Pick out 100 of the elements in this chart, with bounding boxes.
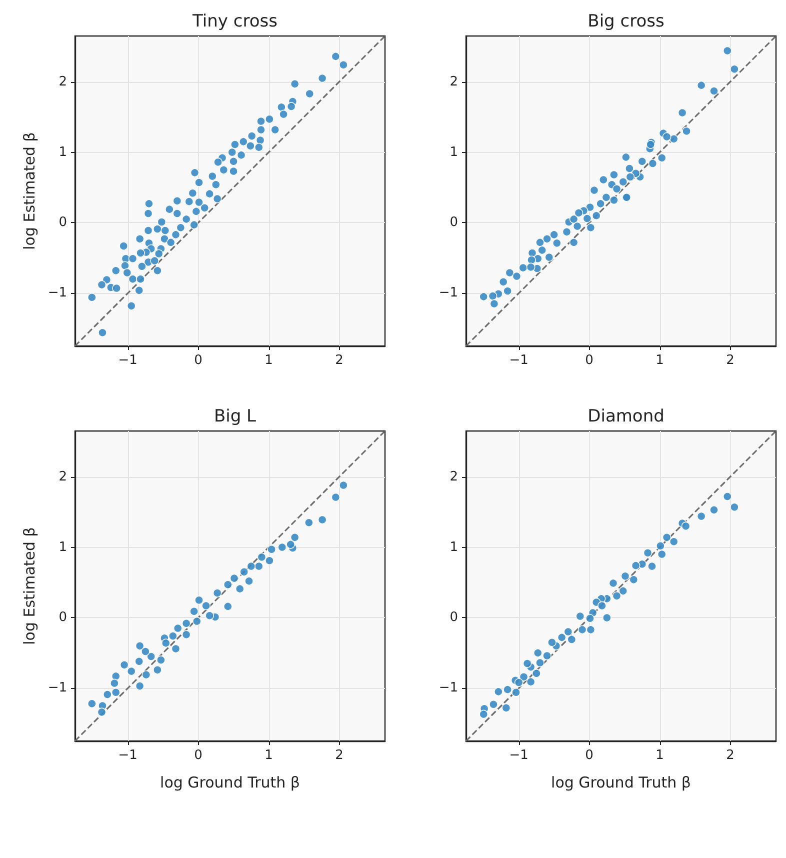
point bbox=[153, 665, 162, 674]
point bbox=[696, 512, 706, 521]
point bbox=[246, 562, 256, 571]
y-tick-label: 1 bbox=[450, 540, 458, 555]
point bbox=[648, 562, 656, 571]
point bbox=[182, 618, 191, 628]
point bbox=[503, 685, 512, 694]
point bbox=[567, 635, 576, 644]
chart-title: Tiny cross bbox=[192, 12, 278, 32]
x-tick-label: 0 bbox=[585, 748, 594, 763]
point bbox=[141, 647, 150, 656]
point bbox=[612, 591, 622, 600]
point bbox=[230, 574, 239, 583]
point bbox=[494, 687, 503, 696]
point bbox=[557, 633, 566, 642]
point bbox=[202, 601, 210, 610]
point bbox=[142, 670, 151, 680]
point bbox=[514, 678, 524, 687]
chart-title: Diamond bbox=[588, 406, 664, 426]
point bbox=[120, 660, 129, 670]
point bbox=[542, 651, 552, 660]
point bbox=[97, 708, 106, 717]
point bbox=[536, 658, 544, 668]
point bbox=[631, 561, 640, 570]
point bbox=[586, 625, 596, 634]
y-tick-label: 1 bbox=[58, 540, 67, 555]
point bbox=[161, 638, 170, 648]
x-tick-label: 1 bbox=[656, 353, 664, 368]
x-tick-label: 1 bbox=[264, 748, 273, 763]
point bbox=[722, 492, 732, 501]
point bbox=[190, 606, 198, 616]
y-tick-label: −1 bbox=[438, 286, 458, 301]
point bbox=[502, 703, 511, 712]
point bbox=[479, 710, 488, 719]
point bbox=[643, 548, 652, 558]
point bbox=[519, 672, 528, 682]
point bbox=[240, 568, 248, 576]
point bbox=[244, 576, 254, 586]
point bbox=[629, 575, 638, 584]
point bbox=[576, 612, 585, 621]
y-tick-label: −1 bbox=[48, 286, 67, 301]
x-tick-label: 0 bbox=[194, 748, 202, 763]
point bbox=[194, 596, 204, 604]
x-tick-label: −1 bbox=[118, 748, 138, 763]
point bbox=[656, 541, 665, 550]
point bbox=[618, 586, 628, 596]
x-tick-label: 1 bbox=[656, 748, 664, 763]
y-tick-label: 2 bbox=[58, 469, 67, 484]
point bbox=[710, 506, 718, 514]
point bbox=[339, 480, 348, 490]
point bbox=[267, 544, 276, 554]
point bbox=[532, 668, 541, 678]
point bbox=[223, 602, 232, 611]
point bbox=[171, 644, 180, 654]
chart-title: Big L bbox=[214, 406, 257, 426]
x-tick-label: 2 bbox=[335, 748, 344, 763]
point bbox=[103, 690, 112, 699]
point bbox=[173, 624, 182, 633]
point bbox=[331, 492, 340, 502]
point bbox=[608, 578, 618, 588]
y-tick-label: 0 bbox=[58, 610, 67, 626]
y-tick-label: 0 bbox=[450, 610, 458, 626]
point bbox=[318, 515, 327, 524]
y-tick-label: −1 bbox=[438, 680, 458, 696]
point bbox=[205, 611, 214, 620]
y-tick-label: 1 bbox=[450, 144, 458, 160]
y-tick-label: 1 bbox=[58, 144, 67, 160]
point bbox=[135, 682, 144, 690]
point bbox=[110, 678, 119, 688]
point bbox=[111, 672, 120, 681]
point bbox=[286, 540, 295, 549]
chart-title: Big cross bbox=[588, 12, 664, 32]
point bbox=[730, 502, 739, 512]
point bbox=[235, 584, 244, 594]
point bbox=[134, 656, 144, 666]
point bbox=[156, 656, 166, 664]
point bbox=[88, 699, 96, 708]
point bbox=[257, 552, 266, 562]
y-tick-label: 0 bbox=[58, 215, 67, 230]
y-tick-label: −1 bbox=[48, 680, 67, 696]
point bbox=[662, 532, 672, 542]
point bbox=[578, 625, 587, 634]
y-axis-title: log Estimated β bbox=[20, 132, 38, 250]
y-tick-label: 2 bbox=[450, 74, 458, 90]
x-tick-label: 2 bbox=[335, 353, 344, 368]
point bbox=[182, 630, 191, 640]
x-tick-label: −1 bbox=[509, 353, 528, 368]
y-axis-title: log Estimated β bbox=[20, 527, 38, 645]
point bbox=[223, 580, 232, 589]
x-tick-label: 1 bbox=[264, 353, 273, 368]
point bbox=[168, 632, 178, 640]
x-tick-label: 2 bbox=[726, 748, 734, 763]
point bbox=[304, 518, 314, 527]
point bbox=[586, 614, 594, 623]
point bbox=[111, 688, 120, 697]
point bbox=[265, 556, 274, 566]
x-tick-label: 2 bbox=[726, 353, 734, 368]
point bbox=[254, 562, 264, 571]
point bbox=[548, 638, 556, 647]
point bbox=[489, 700, 498, 709]
